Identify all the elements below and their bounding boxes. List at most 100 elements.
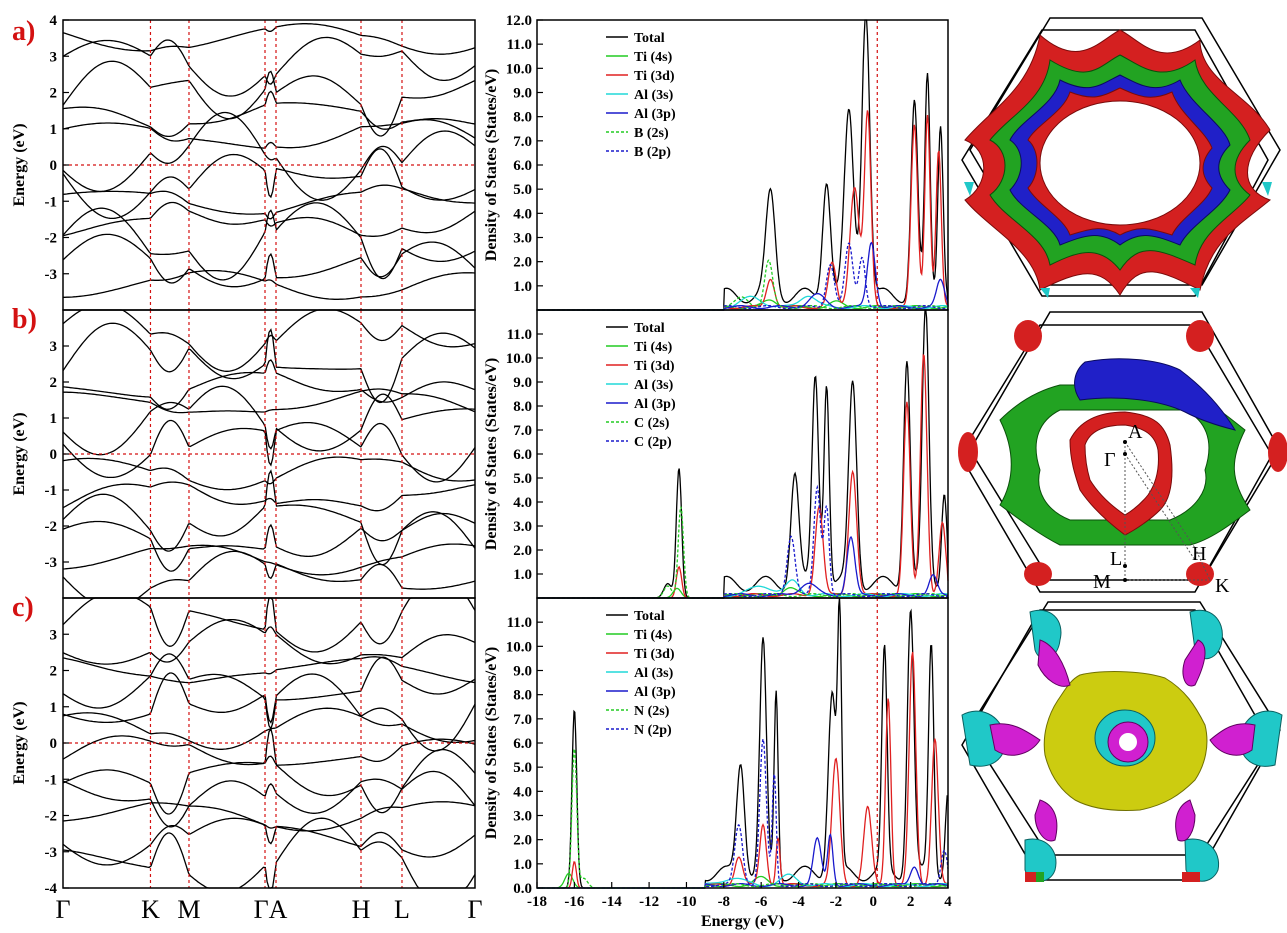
dos-series-line xyxy=(537,506,949,599)
dos-series-line xyxy=(537,242,949,311)
band-line xyxy=(62,36,476,97)
band-line xyxy=(62,419,476,483)
y-axis-label: Density of States (States/eV) xyxy=(483,358,500,550)
kpoint-gamma-marker xyxy=(1123,452,1127,456)
x-tick-label: -10 xyxy=(676,894,696,910)
y-tick-label: -3 xyxy=(45,845,58,861)
fermi-pocket-red xyxy=(1024,562,1052,586)
x-tick-label: -4 xyxy=(792,894,805,910)
y-tick-label: 1 xyxy=(50,700,58,716)
y-tick-label: 10.0 xyxy=(506,61,532,77)
y-tick-label: 0 xyxy=(50,158,58,174)
y-tick-label: 5.0 xyxy=(513,182,532,198)
y-tick-label: 8.0 xyxy=(513,399,532,415)
kpoint-label: Γ xyxy=(467,895,482,924)
y-tick-label: 4.0 xyxy=(513,784,532,800)
bz-label-k: K xyxy=(1215,575,1230,597)
y-tick-label: -2 xyxy=(45,231,58,247)
band-structure-c: 3 2 1 0 -1 -2 -3 -4 Energy (eV) Γ K M ΓA H L Γ xyxy=(11,597,483,924)
y-tick-label: 1.0 xyxy=(513,279,532,295)
band-line xyxy=(62,735,476,766)
y-axis-label: Energy (eV) xyxy=(11,701,28,784)
fermi-sheet-blue-arc xyxy=(1074,358,1237,431)
band-structure-b: 3 2 1 0 -1 -2 -3 Energy (eV) xyxy=(11,309,476,599)
y-tick-label: 5.0 xyxy=(513,760,532,776)
y-tick-label: 7.0 xyxy=(513,423,532,439)
band-line xyxy=(62,656,476,684)
kpoint-label: K xyxy=(141,895,160,924)
legend-entry: C (2p) xyxy=(634,435,672,450)
band-line xyxy=(62,60,476,137)
y-tick-label: -1 xyxy=(45,772,58,788)
band-line xyxy=(62,148,476,220)
y-tick-label: 3.0 xyxy=(513,231,532,247)
y-tick-label: 0.0 xyxy=(513,881,532,897)
y-tick-label: 8.0 xyxy=(513,110,532,126)
y-tick-label: 3 xyxy=(50,627,58,643)
legend-entry: Al (3s) xyxy=(634,666,674,681)
legend-entry: Ti (4s) xyxy=(634,340,673,355)
legend-entry: Total xyxy=(634,321,665,336)
legend-entry: Ti (4s) xyxy=(634,628,673,643)
legend-entry: B (2p) xyxy=(634,145,671,160)
dos-series-line xyxy=(537,259,949,311)
y-tick-label: 2.0 xyxy=(513,543,532,559)
band-line xyxy=(62,481,476,512)
band-line xyxy=(62,511,476,572)
y-tick-label: 2.0 xyxy=(513,255,532,271)
x-tick-label: -8 xyxy=(718,894,731,910)
y-tick-label: 9.0 xyxy=(513,86,532,102)
y-tick-label: 1.0 xyxy=(513,567,532,583)
kpoint-label: M xyxy=(177,895,200,924)
y-tick-label: 6.0 xyxy=(513,158,532,174)
x-tick-label: -12 xyxy=(639,894,659,910)
y-tick-label: 11.0 xyxy=(507,37,532,53)
band-line xyxy=(62,322,476,404)
plot-frame xyxy=(536,19,949,311)
y-axis-label: Density of States (States/eV) xyxy=(483,647,500,839)
band-line xyxy=(62,469,476,566)
y-tick-label: 1 xyxy=(50,411,58,427)
band-line xyxy=(62,309,476,372)
dos-series-line xyxy=(537,353,949,599)
fermi-pocket-red xyxy=(958,432,978,472)
bz-label-l: L xyxy=(1110,548,1122,570)
band-line xyxy=(62,618,476,665)
x-tick-label: -14 xyxy=(602,894,622,910)
band-line xyxy=(62,23,476,55)
band-line xyxy=(62,653,476,731)
dos-series-line xyxy=(537,833,949,889)
y-tick-label: 8.0 xyxy=(513,688,532,704)
band-line xyxy=(62,770,476,828)
legend-entry: Al (3p) xyxy=(634,685,676,700)
y-tick-label: 7.0 xyxy=(513,712,532,728)
fermi-corner-pockets xyxy=(961,609,1283,882)
y-tick-label: -1 xyxy=(45,194,58,210)
band-line xyxy=(62,202,476,281)
legend-entry: N (2p) xyxy=(634,723,672,738)
panel-label-b: b) xyxy=(12,304,37,335)
y-tick-label: 5.0 xyxy=(513,471,532,487)
legend-entry: Al (3s) xyxy=(634,378,674,393)
x-tick-label: 4 xyxy=(944,894,952,910)
y-tick-label: -4 xyxy=(45,881,58,897)
band-line xyxy=(62,456,476,491)
y-tick-label: 4.0 xyxy=(513,495,532,511)
y-tick-label: 0 xyxy=(50,736,58,752)
legend-entry: Ti (3d) xyxy=(634,647,675,662)
legend-entry: Ti (4s) xyxy=(634,50,673,65)
x-tick-label: -2 xyxy=(830,894,843,910)
kpoint-m-marker xyxy=(1123,578,1127,582)
y-tick-label: 7.0 xyxy=(513,134,532,150)
brillouin-zone-back xyxy=(969,17,1281,286)
band-line xyxy=(62,233,476,288)
y-tick-label: 2.0 xyxy=(513,833,532,849)
legend-entry: Al (3s) xyxy=(634,88,674,103)
band-line xyxy=(63,269,476,300)
dos-plot-a: 12.0 11.0 10.0 9.0 8.0 7.0 6.0 5.0 4.0 3.0 2.0 1.0 D… xyxy=(483,13,949,311)
dos-plot-b: 11.0 10.0 9.0 8.0 7.0 6.0 5.0 4.0 3.0 2.0 1.0 Densi… xyxy=(483,309,949,599)
y-tick-label: 3 xyxy=(50,339,58,355)
bz-label-h: H xyxy=(1192,543,1206,565)
y-tick-label: -2 xyxy=(45,519,58,535)
y-tick-label: 9.0 xyxy=(513,664,532,680)
